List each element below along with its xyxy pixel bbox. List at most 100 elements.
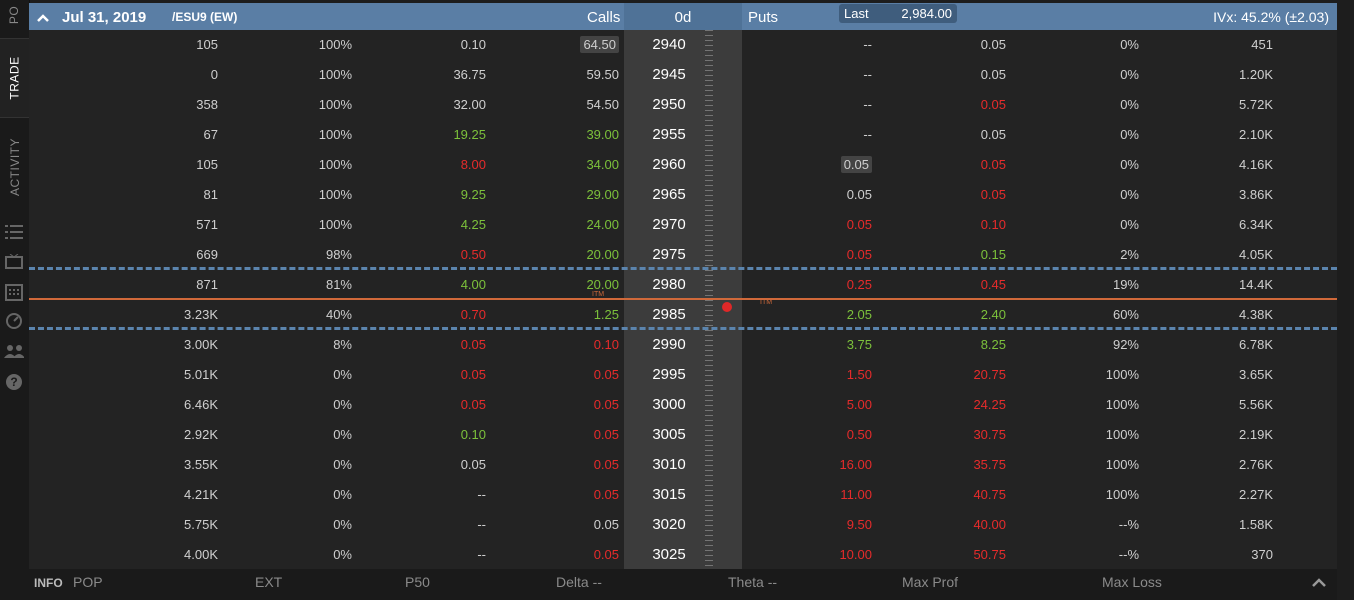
strike-price[interactable]: 2955 (652, 126, 686, 143)
call-ask[interactable]: 64.50 (549, 30, 619, 60)
put-bid[interactable]: -- (804, 120, 872, 150)
put-ask[interactable]: 0.05 (949, 60, 1006, 90)
strike-price[interactable]: 2970 (652, 216, 686, 233)
put-bid[interactable]: -- (804, 30, 872, 60)
call-ask[interactable]: 20.00 (549, 270, 619, 300)
table-row[interactable]: 3020 5.75K 0% -- 0.05 9.50 40.00 --% 1.58K (29, 510, 1337, 541)
put-ask[interactable]: 8.25 (949, 330, 1006, 360)
table-row[interactable]: 2970 571 100% 4.25 24.00 0.05 0.10 0% 6.34K (29, 210, 1337, 241)
call-ask[interactable]: 24.00 (549, 210, 619, 240)
gauge-icon[interactable] (4, 311, 24, 331)
table-row[interactable]: 3015 4.21K 0% -- 0.05 11.00 40.75 100% 2.27K (29, 480, 1337, 511)
right-scrollbar[interactable] (1337, 0, 1354, 600)
put-ask[interactable]: 30.75 (949, 420, 1006, 450)
people-icon[interactable] (4, 341, 24, 361)
call-ask[interactable]: 0.05 (549, 450, 619, 480)
put-ask[interactable]: 0.05 (949, 180, 1006, 210)
table-row[interactable]: 2940 105 100% 0.10 64.50 -- 0.05 0% 451 (29, 30, 1337, 61)
put-bid[interactable]: 1.50 (804, 360, 872, 390)
call-bid[interactable]: -- (414, 540, 486, 570)
call-ask[interactable]: 0.05 (549, 390, 619, 420)
put-ask[interactable]: 0.45 (949, 270, 1006, 300)
call-bid[interactable]: 0.70 (414, 300, 486, 330)
strike-price[interactable]: 2980 (652, 276, 686, 293)
table-row[interactable]: 2980 871 81% 4.00 20.00 0.25 0.45 19% 14.4K (29, 270, 1337, 301)
table-row[interactable]: 3005 2.92K 0% 0.10 0.05 0.50 30.75 100% 2.19K (29, 420, 1337, 451)
table-row[interactable]: 2960 105 100% 8.00 34.00 0.05 0.05 0% 4.16K (29, 150, 1337, 181)
strike-price[interactable]: 2945 (652, 66, 686, 83)
put-bid[interactable]: 3.75 (804, 330, 872, 360)
put-ask[interactable]: 40.00 (949, 510, 1006, 540)
call-bid[interactable]: 0.05 (414, 450, 486, 480)
collapse-caret-icon[interactable] (37, 3, 49, 32)
put-ask[interactable]: 20.75 (949, 360, 1006, 390)
call-ask[interactable]: 0.10 (549, 330, 619, 360)
put-ask[interactable]: 40.75 (949, 480, 1006, 510)
put-bid[interactable]: 2.05 (804, 300, 872, 330)
put-ask[interactable]: 50.75 (949, 540, 1006, 570)
put-ask[interactable]: 2.40 (949, 300, 1006, 330)
put-bid[interactable]: 0.05 (804, 150, 872, 180)
strike-price[interactable]: 2990 (652, 336, 686, 353)
put-bid[interactable]: 0.05 (804, 210, 872, 240)
call-bid[interactable]: -- (414, 510, 486, 540)
strike-price[interactable]: 2965 (652, 186, 686, 203)
tab-activity[interactable]: ACTIVITY (0, 124, 29, 210)
table-row[interactable]: 2955 67 100% 19.25 39.00 -- 0.05 0% 2.10K (29, 120, 1337, 151)
call-ask[interactable]: 0.05 (549, 360, 619, 390)
call-ask[interactable]: 20.00 (549, 240, 619, 270)
put-ask[interactable]: 0.15 (949, 240, 1006, 270)
put-bid[interactable]: 9.50 (804, 510, 872, 540)
call-bid[interactable]: 0.10 (414, 30, 486, 60)
table-row[interactable]: 3025 4.00K 0% -- 0.05 10.00 50.75 --% 370 (29, 540, 1337, 571)
put-bid[interactable]: 5.00 (804, 390, 872, 420)
put-bid[interactable]: -- (804, 60, 872, 90)
call-bid[interactable]: 0.05 (414, 330, 486, 360)
tab-positions[interactable]: PO (0, 0, 29, 30)
call-bid[interactable]: 19.25 (414, 120, 486, 150)
strike-price[interactable]: 3020 (652, 516, 686, 533)
strike-price[interactable]: 3000 (652, 396, 686, 413)
footer-info[interactable]: INFO (34, 576, 63, 590)
call-bid[interactable]: 0.10 (414, 420, 486, 450)
expiration-header[interactable]: Jul 31, 2019 /ESU9 (EW) Calls 0d Puts La… (29, 3, 1337, 32)
put-bid[interactable]: 0.50 (804, 420, 872, 450)
strike-price[interactable]: 3015 (652, 486, 686, 503)
call-ask[interactable]: 29.00 (549, 180, 619, 210)
call-ask[interactable]: 39.00 (549, 120, 619, 150)
strike-price[interactable]: 2995 (652, 366, 686, 383)
call-bid[interactable]: 0.50 (414, 240, 486, 270)
call-bid[interactable]: 0.05 (414, 360, 486, 390)
table-row[interactable]: 2950 358 100% 32.00 54.50 -- 0.05 0% 5.72K (29, 90, 1337, 121)
put-bid[interactable]: 10.00 (804, 540, 872, 570)
put-bid[interactable]: 0.25 (804, 270, 872, 300)
strike-price[interactable]: 2960 (652, 156, 686, 173)
call-ask[interactable]: 34.00 (549, 150, 619, 180)
call-bid[interactable]: 36.75 (414, 60, 486, 90)
strike-price[interactable]: 3010 (652, 456, 686, 473)
call-bid[interactable]: 32.00 (414, 90, 486, 120)
put-ask[interactable]: 35.75 (949, 450, 1006, 480)
call-ask[interactable]: 1.25 (549, 300, 619, 330)
call-bid[interactable]: 4.00 (414, 270, 486, 300)
call-bid[interactable]: 0.05 (414, 390, 486, 420)
put-ask[interactable]: 0.05 (949, 120, 1006, 150)
strike-price[interactable]: 3005 (652, 426, 686, 443)
put-ask[interactable]: 0.10 (949, 210, 1006, 240)
tab-trade[interactable]: TRADE (0, 38, 29, 118)
call-ask[interactable]: 0.05 (549, 510, 619, 540)
price-marker[interactable] (722, 302, 732, 312)
put-bid[interactable]: 0.05 (804, 180, 872, 210)
put-ask[interactable]: 24.25 (949, 390, 1006, 420)
strike-price[interactable]: 3025 (652, 546, 686, 563)
expand-up-icon[interactable] (1312, 575, 1326, 591)
tv-icon[interactable] (4, 252, 24, 272)
call-ask[interactable]: 0.05 (549, 540, 619, 570)
table-row[interactable]: 2995 5.01K 0% 0.05 0.05 1.50 20.75 100% 3.65K (29, 360, 1337, 391)
call-ask[interactable]: 0.05 (549, 480, 619, 510)
table-row[interactable]: 3010 3.55K 0% 0.05 0.05 16.00 35.75 100% 2.76K (29, 450, 1337, 481)
put-bid[interactable]: 16.00 (804, 450, 872, 480)
call-bid[interactable]: 9.25 (414, 180, 486, 210)
call-ask[interactable]: 0.05 (549, 420, 619, 450)
list-icon[interactable] (4, 222, 24, 242)
